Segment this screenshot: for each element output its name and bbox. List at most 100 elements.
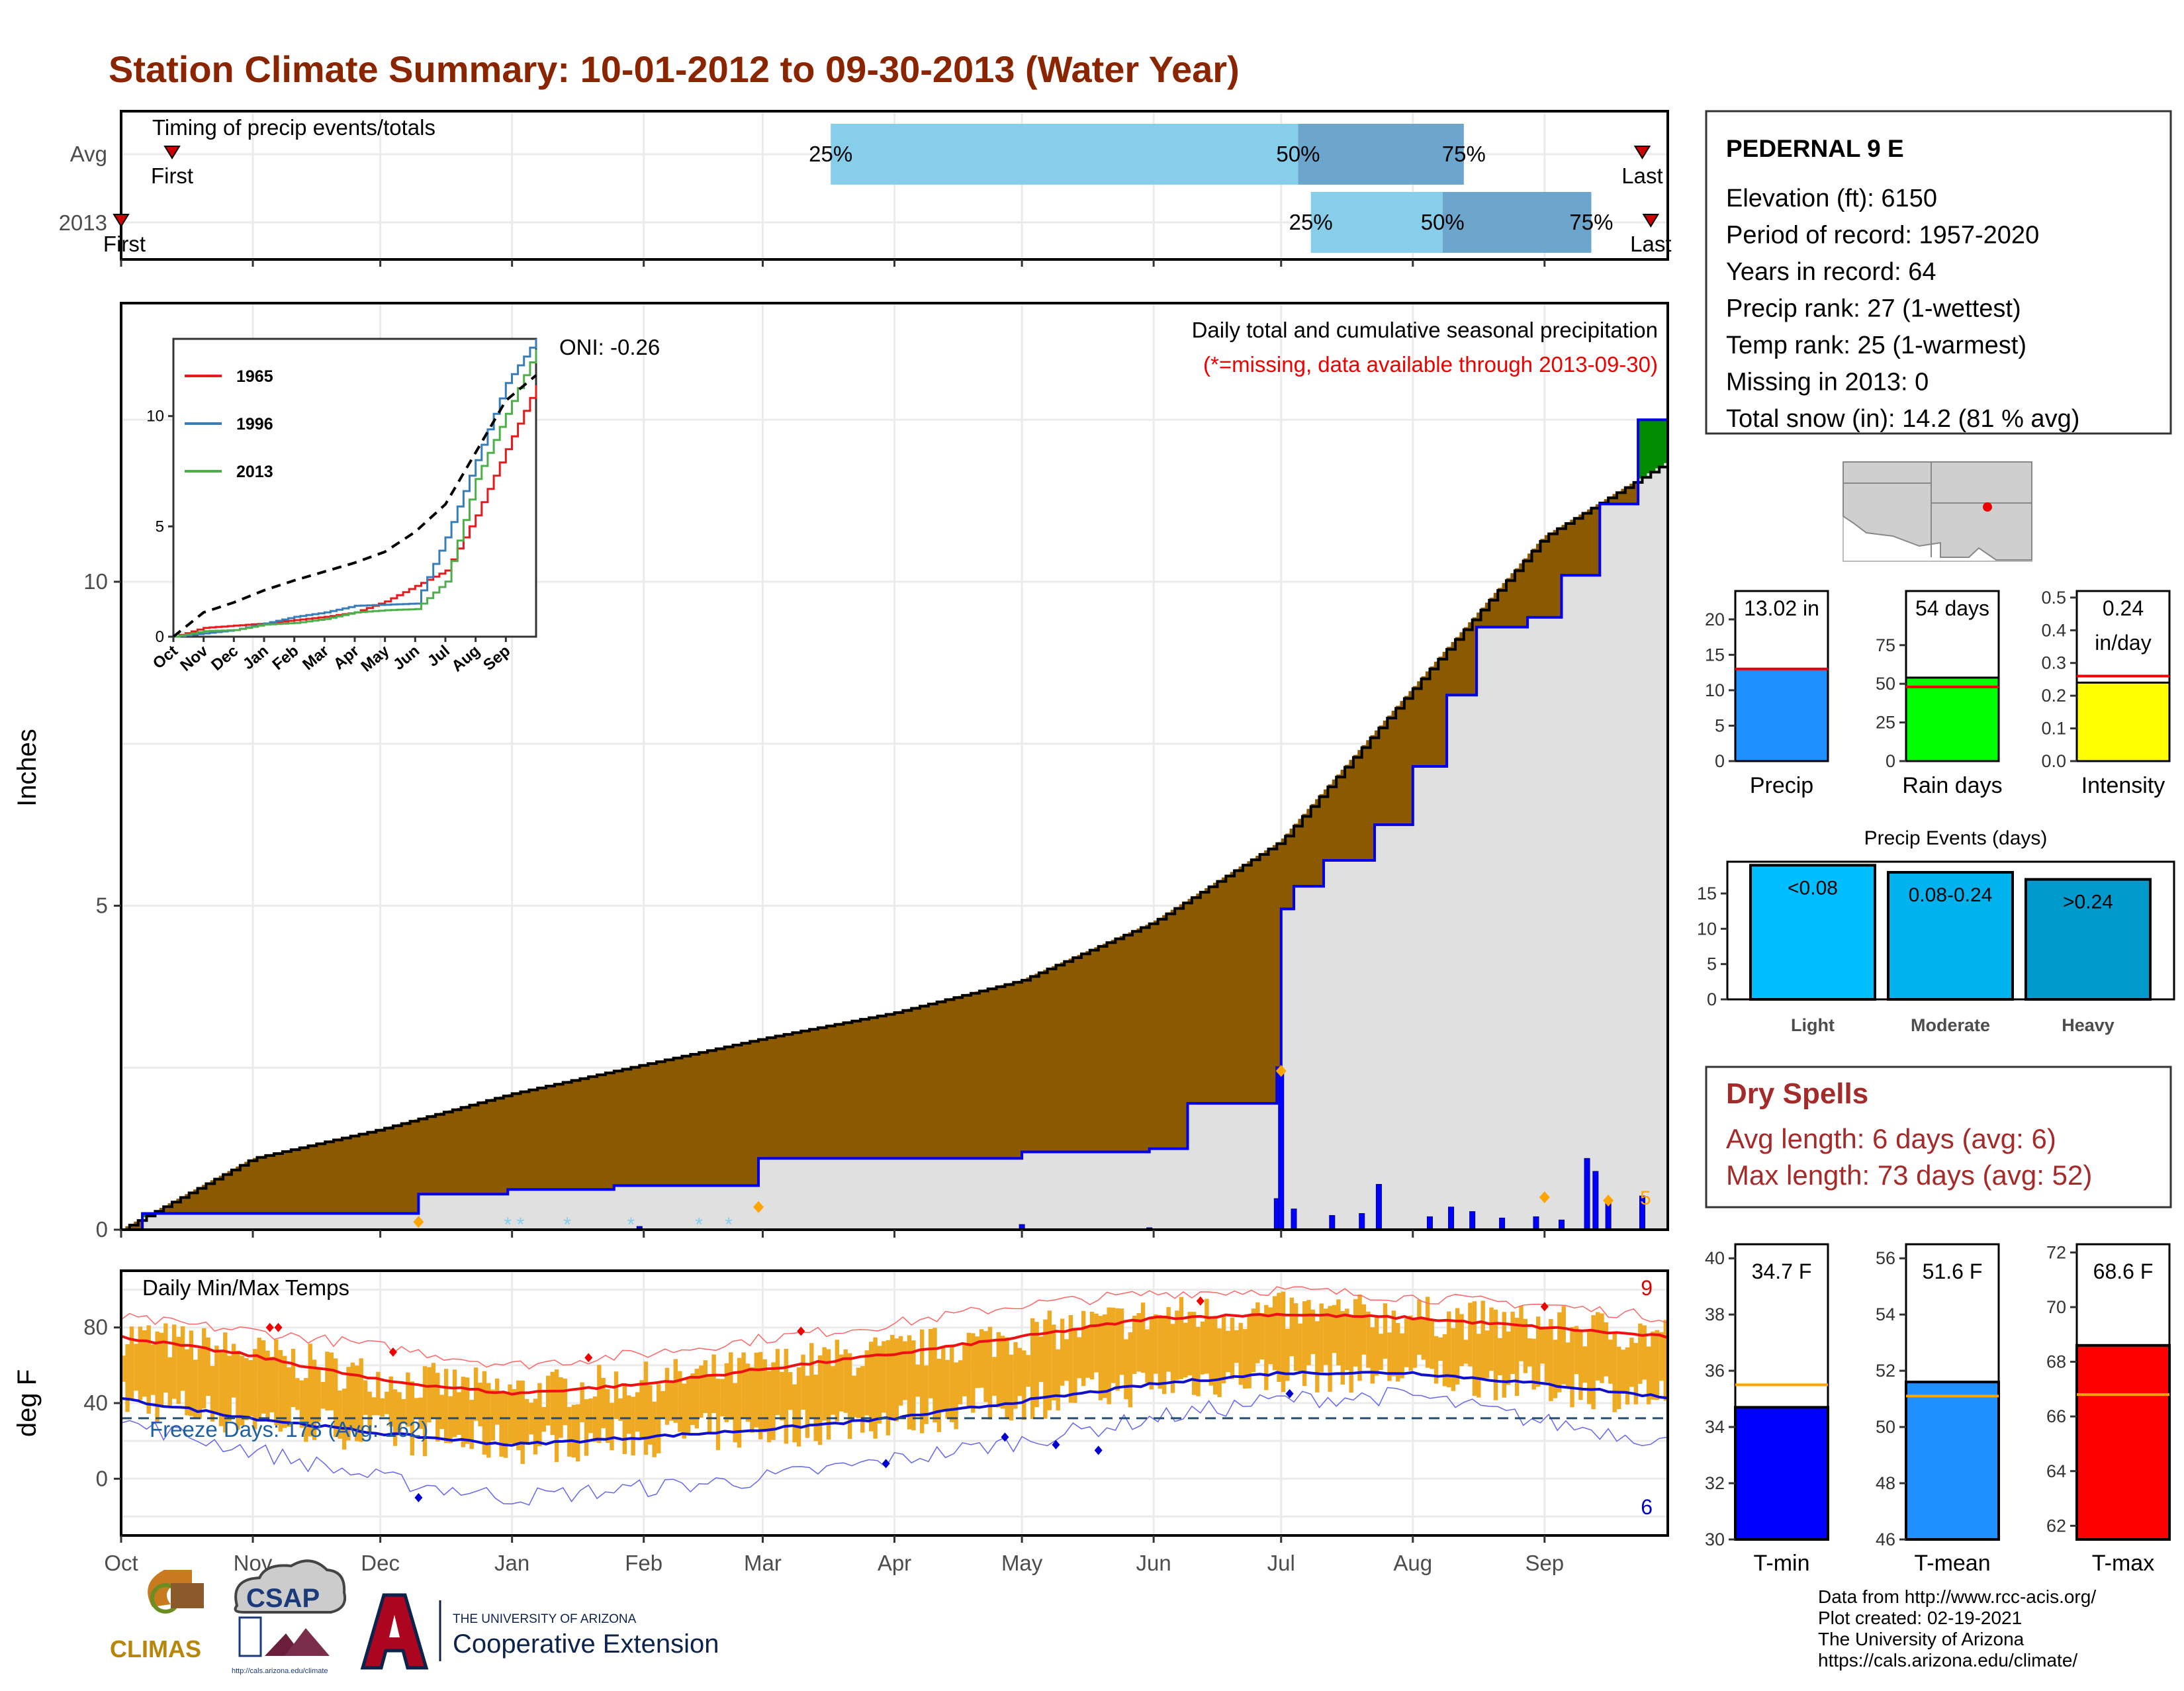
events-tick-label-2: 10 — [1697, 919, 1717, 938]
daily-precip-bar — [1329, 1214, 1336, 1230]
footer-line-2: The University of Arizona — [1818, 1629, 2025, 1649]
events-bar-moderate — [1887, 871, 2014, 1001]
mini-bar-2 — [2075, 681, 2171, 762]
events-label-2: Heavy — [2062, 1015, 2115, 1035]
record-low-marker-1 — [882, 1459, 890, 1469]
mini-value-0: 13.02 in — [1744, 596, 1819, 620]
state-shapes — [1843, 461, 2032, 561]
record-high-marker-2 — [388, 1347, 397, 1357]
station-info: PEDERNAL 9 E Elevation (ft): 6150 Period … — [1705, 110, 2172, 435]
timing-panel: Timing of precip events/totals Avg 2013 … — [59, 110, 1672, 261]
footer-line-0: Data from http://www.rcc-acis.org/ — [1818, 1586, 2096, 1607]
precip-events-chart: Precip Events (days) 0 5 10 15 <0.08 Light 0.0… — [1697, 827, 2175, 1035]
temp-value-1: 51.6 F — [1923, 1259, 1983, 1283]
climas-text: CLIMAS — [110, 1635, 201, 1663]
record-low-marker-4 — [1094, 1445, 1103, 1455]
daily-precip-bar — [1584, 1158, 1590, 1230]
daily-precip-bar — [1375, 1183, 1382, 1230]
mini-tick-label-0-3: 15 — [1705, 645, 1725, 664]
timing-last-label-Avg: Last — [1621, 163, 1662, 188]
missing-marker-5: * — [695, 1214, 703, 1236]
record-low-marker-3 — [1052, 1440, 1060, 1449]
station-info-line-2: Years in record: 64 — [1726, 258, 1936, 286]
timing-last-marker-2013 — [1642, 214, 1660, 228]
inset-legend-label-0: 1965 — [236, 367, 273, 386]
temps-y-axis-label: deg F — [13, 1369, 42, 1437]
dry-max-length: Max length: 73 days (avg: 52) — [1726, 1160, 2092, 1191]
dry-spells-title: Dry Spells — [1726, 1077, 1868, 1110]
precip-ytick-label-0: 0 — [96, 1217, 108, 1242]
daily-precip-bar — [1469, 1211, 1476, 1230]
inset-legend-label-2: 2013 — [236, 463, 273, 481]
missing-marker-3: * — [563, 1214, 571, 1236]
precip-y-axis-label: Inches — [13, 729, 42, 807]
dry-avg-length: Avg length: 6 days (avg: 6) — [1726, 1123, 2056, 1154]
oni-value: ONI: -0.26 — [559, 335, 660, 359]
timing-first-label-Avg: First — [151, 163, 193, 188]
temperature-summary-bars: 30 32 34 36 38 40 34.7 F T-min 46 48 50 52 54 56 51.6 … — [1705, 1242, 2171, 1576]
precip-ytick-label-1: 5 — [96, 893, 108, 917]
timing-pct-2013-2: 75% — [1569, 210, 1613, 234]
record-high-marker-4 — [797, 1326, 805, 1336]
inset-series-2013 — [173, 349, 537, 638]
events-tick-label-3: 15 — [1697, 884, 1717, 903]
inset-series-avg — [172, 374, 537, 638]
temp-ytick-label-2: 80 — [83, 1315, 108, 1340]
temp-bar-tick-label-1-2: 50 — [1876, 1417, 1895, 1437]
min-record-count: 6 — [1641, 1495, 1653, 1519]
precip-missing-note: (*=missing, data available through 2013-… — [1203, 352, 1658, 377]
timing-last-marker-Avg — [1633, 146, 1651, 160]
page-title: Station Climate Summary: 10-01-2012 to 0… — [109, 48, 1240, 90]
month-label-11: Sep — [1525, 1551, 1564, 1575]
timing-first-marker-2013 — [113, 214, 130, 228]
station-info-line-3: Precip rank: 27 (1-wettest) — [1726, 295, 2021, 323]
temp-bar-tick-label-2-2: 66 — [2046, 1406, 2066, 1426]
missing-marker-2: * — [517, 1214, 525, 1236]
timing-bar-q2-2013 — [1442, 192, 1592, 253]
events-range-0: <0.08 — [1788, 877, 1838, 899]
extreme-event-diamond-3 — [1539, 1191, 1550, 1204]
station-location-marker — [1983, 502, 1992, 512]
extreme-event-diamond-0 — [413, 1216, 424, 1228]
month-label-9: Jul — [1267, 1551, 1295, 1575]
extreme-count: 5 — [1640, 1187, 1651, 1209]
ua-small-text: THE UNIVERSITY OF ARIZONA — [453, 1612, 637, 1626]
temp-bar-tick-label-1-4: 54 — [1876, 1304, 1895, 1324]
ua-big-text: Cooperative Extension — [453, 1629, 719, 1659]
month-label-5: Mar — [744, 1551, 782, 1575]
extreme-event-diamond-4 — [1603, 1194, 1614, 1207]
temp-bar-tick-label-0-5: 40 — [1705, 1248, 1725, 1268]
precip-deficit-area — [121, 481, 1639, 1230]
temp-bar-tick-label-2-0: 62 — [2046, 1516, 2066, 1535]
temps-label: Daily Min/Max Temps — [142, 1275, 349, 1300]
temp-label-0: T-min — [1754, 1551, 1810, 1576]
temp-bar-tick-label-1-3: 52 — [1876, 1361, 1895, 1381]
events-tick-label-1: 5 — [1707, 954, 1717, 974]
temp-bar-tick-label-1-1: 48 — [1876, 1473, 1895, 1493]
month-label-2: Dec — [361, 1551, 400, 1575]
mini-label-0: Precip — [1750, 773, 1813, 798]
temp-bar-t-max — [2075, 1344, 2171, 1541]
ua-logo: THE UNIVERSITY OF ARIZONA Cooperative Ex… — [360, 1593, 719, 1670]
temp-bar-tick-label-1-5: 56 — [1876, 1248, 1895, 1268]
temp-bar-tick-label-1-0: 46 — [1876, 1530, 1895, 1549]
events-range-1: 0.08-0.24 — [1909, 884, 1993, 906]
timing-pct-Avg-1: 50% — [1276, 142, 1320, 166]
events-range-2: >0.24 — [2063, 891, 2113, 913]
events-bar-light — [1749, 864, 1876, 1001]
record-low-marker-0 — [414, 1492, 423, 1502]
timing-row-avg-label: Avg — [70, 142, 107, 166]
location-map — [1843, 461, 2032, 562]
timing-pct-2013-0: 25% — [1289, 210, 1333, 234]
record-high-marker-6 — [1540, 1302, 1549, 1312]
inset-ytick-label-2: 10 — [146, 408, 164, 426]
mini-tick-label-1-2: 50 — [1876, 674, 1895, 694]
mini-bar-0 — [1734, 668, 1829, 762]
timing-bar-q1-2013 — [1310, 192, 1443, 253]
average-max-line — [120, 1312, 1668, 1396]
temp-bar-tick-label-2-5: 72 — [2046, 1242, 2066, 1262]
daily-precip-bar — [1359, 1213, 1365, 1230]
mini-value-2: 0.24 — [2103, 596, 2144, 620]
record-max-line — [120, 1286, 1668, 1370]
mini-tick-label-2-4: 0.4 — [2041, 620, 2066, 640]
